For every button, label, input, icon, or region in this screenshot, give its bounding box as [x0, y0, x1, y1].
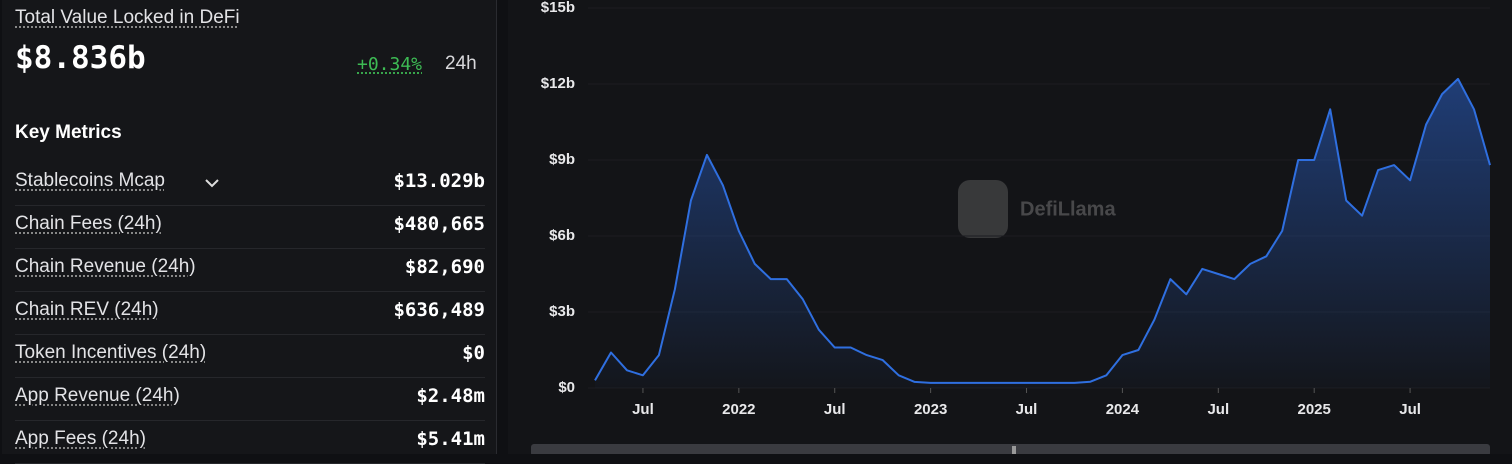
metric-label[interactable]: Token Incentives (24h) [15, 342, 207, 363]
y-tick-label: $12b [541, 75, 575, 92]
tvl-title[interactable]: Total Value Locked in DeFi [15, 7, 240, 28]
y-tick-label: $0 [558, 379, 575, 396]
x-tick-label: 2022 [722, 401, 755, 418]
metric-label[interactable]: Chain REV (24h) [15, 299, 159, 320]
x-tick-label: 2024 [1106, 401, 1140, 418]
x-tick-label: Jul [1399, 401, 1421, 418]
metric-value: $480,665 [393, 213, 485, 235]
key-metrics-title: Key Metrics [15, 122, 122, 143]
side-panel: Total Value Locked in DeFi $8.836b +0.34… [2, 0, 497, 464]
y-tick-label: $6b [549, 227, 575, 244]
tvl-value: $8.836b [15, 40, 146, 76]
x-tick-label: Jul [824, 401, 846, 418]
watermark-text: DefiLlama [1020, 198, 1116, 220]
y-tick-label: $15b [541, 0, 575, 16]
scrollbar-handle[interactable] [1012, 446, 1016, 454]
watermark: DefiLlama [958, 180, 1116, 238]
metric-row: Token Incentives (24h) $0 [15, 334, 485, 378]
tvl-period: 24h [445, 53, 477, 74]
chart: DefiLlama $0 $3b $6b $9b $12b $15b Jul 2022 Jul 2… [531, 0, 1491, 454]
metric-row: Chain Revenue (24h) $82,690 [15, 248, 485, 292]
metric-label[interactable]: Stablecoins Mcap [15, 170, 165, 191]
line [594, 77, 1491, 384]
metric-label[interactable]: Chain Fees (24h) [15, 213, 162, 234]
metric-value: $2.48m [416, 385, 485, 407]
metric-value: $13.029b [393, 170, 485, 192]
x-tick-label: Jul [1207, 401, 1229, 418]
metric-label[interactable]: Chain Revenue (24h) [15, 256, 196, 277]
y-tick-label: $9b [549, 151, 575, 168]
tvl-change: +0.34% [357, 54, 423, 75]
metric-label[interactable]: App Fees (24h) [15, 428, 146, 449]
metric-row: App Fees (24h) $5.41m [15, 420, 485, 464]
x-tick-label: Jul [1016, 401, 1038, 418]
scrollbar[interactable] [531, 444, 1490, 454]
metric-value: $82,690 [404, 256, 485, 278]
metric-value: $5.41m [416, 428, 485, 450]
metric-row: App Revenue (24h) $2.48m [15, 377, 485, 421]
metric-row: Chain Fees (24h) $480,665 [15, 205, 485, 249]
x-tick-label: Jul [632, 401, 654, 418]
watermark-logo [958, 180, 1008, 238]
metric-value: $636,489 [393, 299, 485, 321]
x-tick-label: 2023 [914, 401, 947, 418]
metric-value: $0 [462, 342, 485, 364]
metric-row: Chain REV (24h) $636,489 [15, 291, 485, 335]
metric-label[interactable]: App Revenue (24h) [15, 385, 180, 406]
x-tick-label: 2025 [1298, 401, 1331, 418]
dropdown-chevron[interactable] [205, 178, 219, 188]
metric-row: Stablecoins Mcap $13.029b [15, 162, 485, 206]
y-tick-label: $3b [549, 303, 575, 320]
area [595, 78, 1490, 389]
